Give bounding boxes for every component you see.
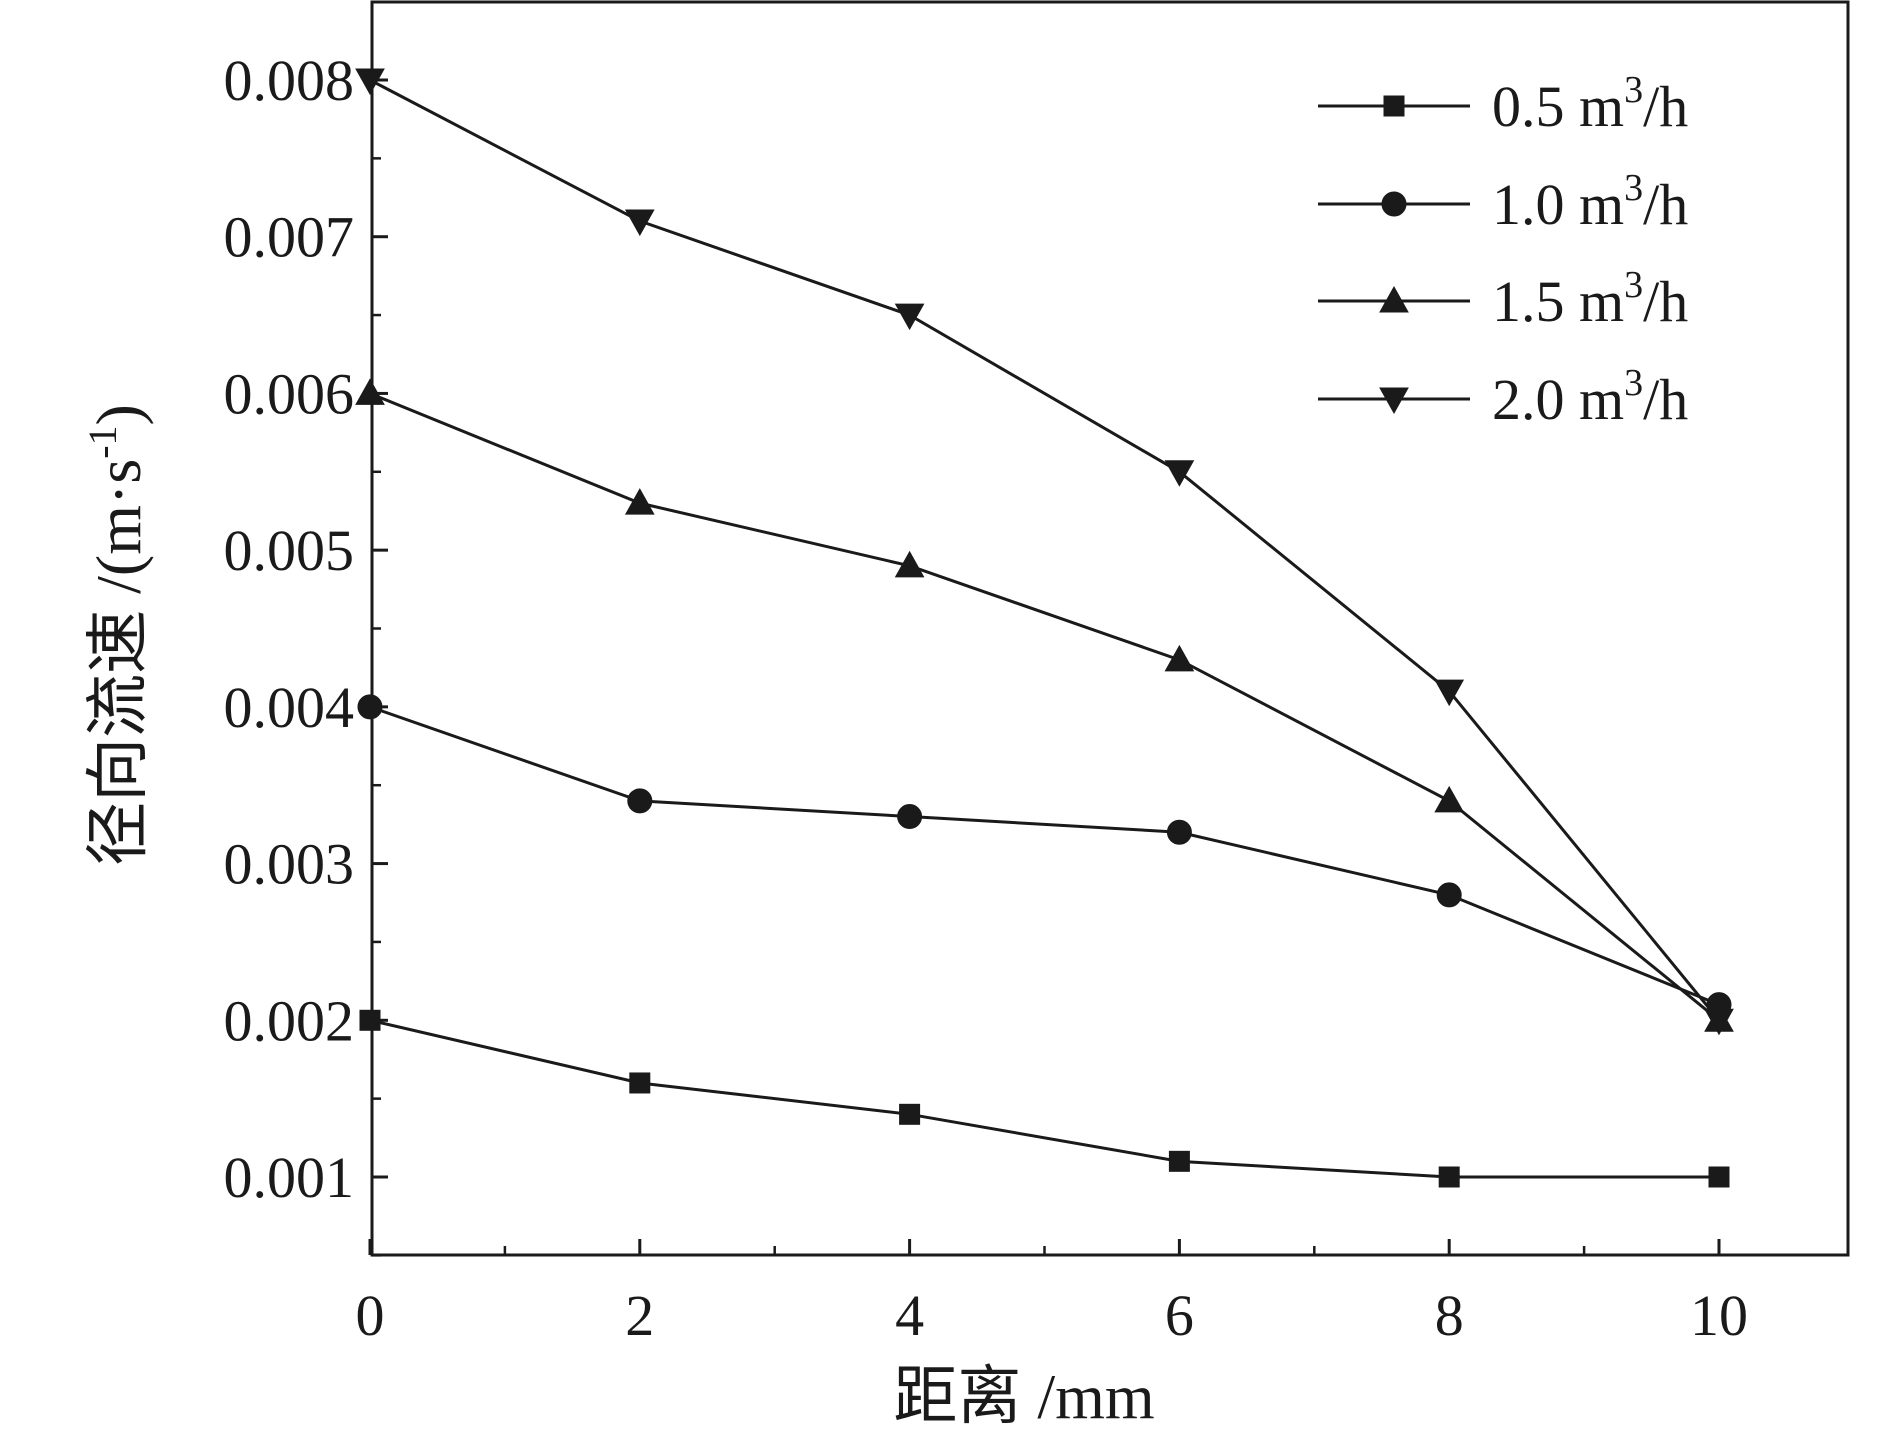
- legend: 0.5 m3/h1.0 m3/h1.5 m3/h2.0 m3/h: [1318, 69, 1688, 432]
- legend-entry: 0.5 m3/h: [1318, 69, 1688, 139]
- y-axis-title-superscript: -1: [80, 425, 125, 458]
- legend-marker: [1379, 285, 1409, 313]
- legend-entry: 2.0 m3/h: [1318, 362, 1688, 432]
- series-line: [369, 1018, 1719, 1179]
- y-tick-label: 0.008: [224, 48, 355, 113]
- legend-label-suffix: /h: [1643, 269, 1688, 334]
- series-4: [355, 68, 1734, 1036]
- data-point: [624, 209, 655, 237]
- data-point: [355, 68, 385, 96]
- legend-label-main: 2.0 m: [1492, 367, 1624, 432]
- series-group: [355, 68, 1734, 1188]
- x-tick-label: 2: [625, 1283, 654, 1348]
- data-point: [897, 804, 923, 830]
- legend-entry: 1.0 m3/h: [1318, 167, 1688, 237]
- major-ticks: [368, 78, 1721, 1255]
- legend-label-main: 0.5 m: [1492, 74, 1624, 139]
- legend-label: 0.5 m3/h: [1492, 69, 1688, 139]
- y-tick-label: 0.002: [224, 988, 355, 1053]
- y-tick-label: 0.001: [224, 1145, 355, 1210]
- data-point: [1164, 644, 1195, 672]
- series-1: [359, 1009, 1730, 1188]
- x-tick-label: 10: [1690, 1283, 1748, 1348]
- series-line: [369, 78, 1721, 1022]
- data-point: [355, 378, 385, 405]
- x-tick-label: 4: [895, 1283, 924, 1348]
- y-axis-title-close: ): [83, 404, 154, 425]
- data-point: [1168, 1150, 1190, 1172]
- legend-label-superscript: 3: [1624, 264, 1643, 306]
- legend-label-main: 1.0 m: [1492, 172, 1624, 237]
- x-tick-label: 6: [1165, 1283, 1194, 1348]
- legend-label: 1.0 m3/h: [1492, 167, 1688, 237]
- series-2: [357, 694, 1732, 1018]
- x-tick-labels: 0 2 4 6 8 10: [356, 1283, 1749, 1348]
- legend-label-superscript: 3: [1624, 362, 1643, 404]
- series-3: [355, 378, 1734, 1032]
- legend-entry: 1.5 m3/h: [1318, 264, 1688, 334]
- legend-label-suffix: /h: [1643, 367, 1688, 432]
- data-point: [899, 1103, 921, 1125]
- legend-label: 1.5 m3/h: [1492, 264, 1688, 334]
- x-axis-title: 距离 /mm: [893, 1361, 1154, 1432]
- data-point: [359, 1009, 381, 1031]
- data-point: [629, 1072, 651, 1094]
- data-point: [357, 694, 383, 720]
- y-tick-label: 0.005: [224, 518, 355, 583]
- data-point: [1434, 679, 1465, 707]
- data-point: [624, 488, 655, 515]
- legend-label-superscript: 3: [1624, 167, 1643, 209]
- data-point: [1166, 819, 1192, 845]
- x-tick-label: 8: [1435, 1283, 1464, 1348]
- y-tick-labels: 0.001 0.002 0.003 0.004 0.005 0.006 0.007 0.008: [224, 48, 355, 1210]
- series-line: [369, 392, 1720, 1022]
- data-point: [894, 550, 925, 578]
- legend-label: 2.0 m3/h: [1492, 362, 1688, 432]
- data-point: [1708, 1166, 1730, 1188]
- y-tick-label: 0.006: [224, 361, 355, 426]
- y-tick-label: 0.004: [224, 675, 355, 740]
- y-axis-title-main: 径向流速 /(m·s: [83, 459, 154, 866]
- data-point: [1164, 460, 1195, 487]
- y-tick-label: 0.007: [224, 205, 355, 270]
- x-tick-label: 0: [356, 1283, 385, 1348]
- data-point: [1436, 882, 1462, 908]
- data-point: [1704, 1008, 1734, 1036]
- minor-ticks: [372, 157, 1586, 1257]
- data-point: [627, 788, 653, 814]
- legend-marker: [1383, 95, 1405, 117]
- y-tick-label: 0.003: [224, 832, 355, 897]
- legend-label-superscript: 3: [1624, 69, 1643, 111]
- legend-label-suffix: /h: [1643, 74, 1688, 139]
- legend-label-suffix: /h: [1643, 172, 1688, 237]
- legend-label-main: 1.5 m: [1492, 269, 1624, 334]
- data-point: [1434, 785, 1465, 813]
- legend-marker: [1381, 191, 1407, 217]
- y-axis-title: 径向流速 /(m·s-1): [80, 404, 154, 866]
- data-point: [894, 303, 925, 331]
- legend-marker: [1379, 387, 1409, 415]
- series-line: [369, 705, 1720, 1007]
- data-point: [1438, 1166, 1460, 1188]
